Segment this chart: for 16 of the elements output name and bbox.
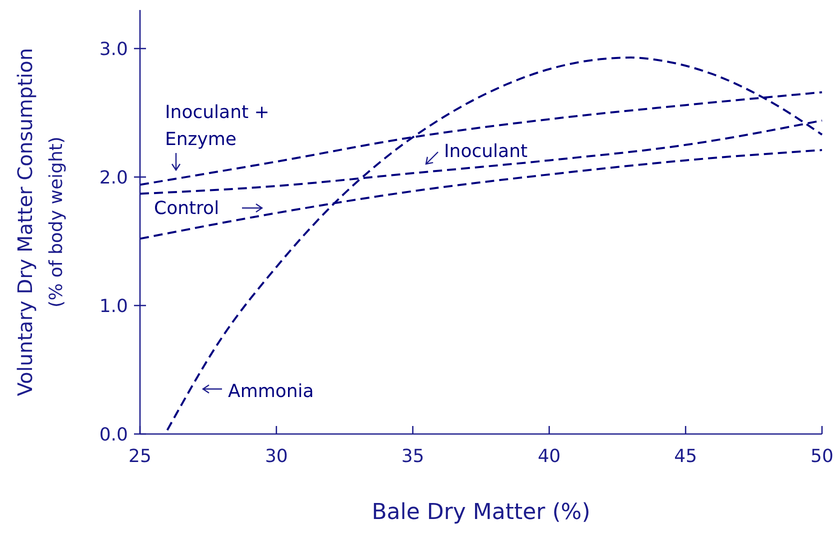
x-tick-label: 25: [128, 446, 152, 467]
x-tick-label: 45: [674, 446, 698, 467]
series-label: Ammonia: [228, 381, 314, 402]
x-tick-label: 30: [264, 446, 288, 467]
y-tick-label: 0.0: [99, 424, 128, 446]
x-tick-label: 50: [810, 446, 834, 467]
y-tick-label: 3.0: [99, 38, 128, 60]
series-label: Inoculant + Enzyme: [165, 102, 270, 150]
x-tick-label: 35: [401, 446, 424, 467]
x-axis-title: Bale Dry Matter (%): [372, 500, 590, 525]
y-axis-title: Voluntary Dry Matter Consumption (% of body weight): [13, 48, 67, 396]
series-label: Inoculant: [444, 141, 528, 162]
y-tick-label: 2.0: [99, 167, 128, 188]
y-tick-label: 1.0: [99, 296, 128, 317]
series-label: Control: [154, 198, 220, 219]
x-tick-label: 40: [538, 446, 561, 467]
